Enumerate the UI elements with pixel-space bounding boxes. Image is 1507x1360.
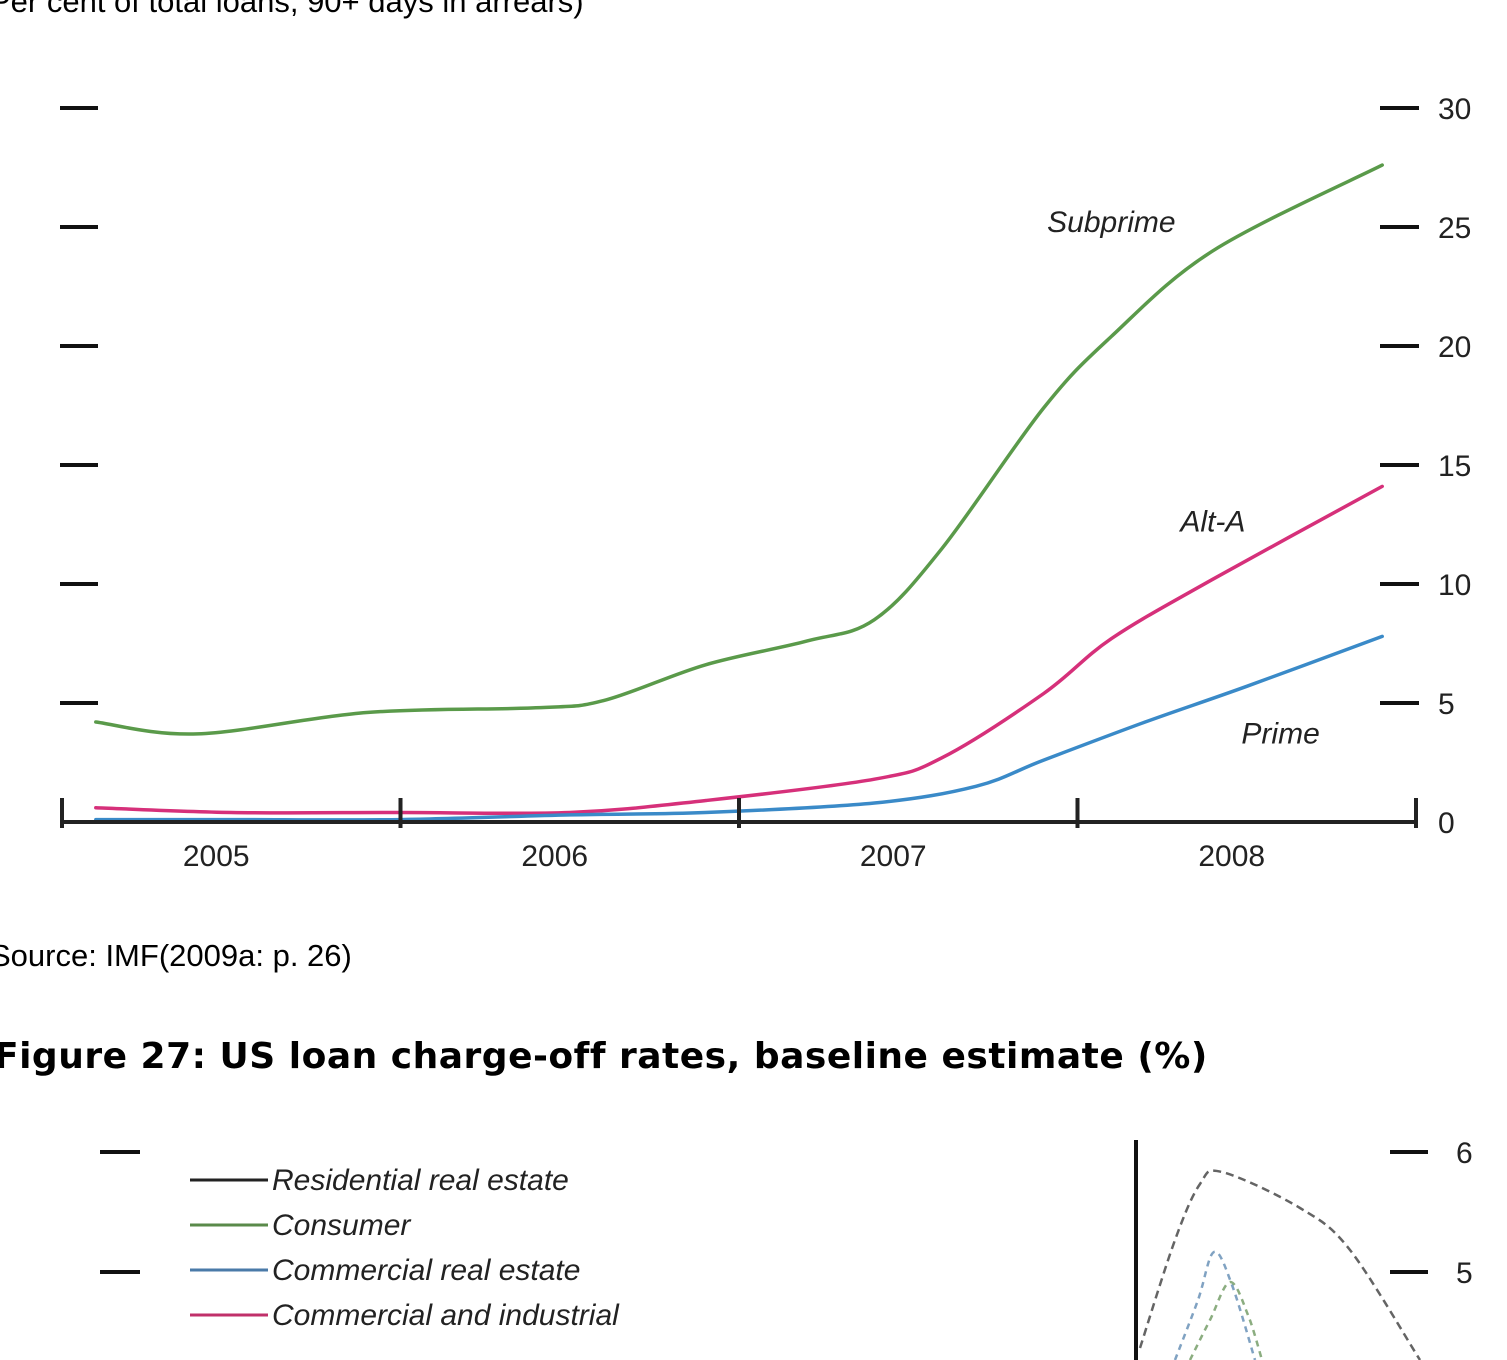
x-tick-label: 2008: [1198, 840, 1265, 873]
y-tick-label: 10: [1438, 569, 1471, 602]
x-tick-label: 2007: [860, 840, 927, 873]
series-lines: [1138, 1169, 1422, 1360]
series-label-subprime: Subprime: [1047, 206, 1175, 239]
legend-label: Residential real estate: [272, 1164, 569, 1197]
left-y-tick-marks: [60, 106, 98, 705]
right-y-ticks: 65: [1390, 1137, 1473, 1290]
series-lines: [94, 163, 1384, 822]
legend: Residential real estate Consumer Commercia…: [190, 1164, 620, 1332]
y-tick-label: 25: [1438, 212, 1471, 245]
x-axis: [60, 798, 1418, 828]
arrears-line-chart: 0 5 10 15 20 25 30 2005 2006 2007 2008 Subprime Al…: [60, 93, 1471, 873]
y-tick-label: 20: [1438, 331, 1471, 364]
y-tick-label: 5: [1456, 1257, 1473, 1290]
series-line-subprime: [94, 163, 1384, 736]
legend-label: Commercial real estate: [272, 1254, 580, 1287]
y-tick-label: 5: [1438, 688, 1455, 721]
chart-caption: Per cent of total loans, 90+ days in arr…: [0, 0, 584, 19]
figure-title: Figure 27: US loan charge-off rates, bas…: [0, 1036, 1208, 1077]
x-tick-label: 2006: [521, 840, 588, 873]
right-y-tick-marks: [1380, 106, 1419, 705]
series-line-alt-a: [94, 484, 1384, 816]
series-label-alt-a: Alt-A: [1178, 506, 1245, 539]
charge-off-chart-partial: Residential real estate Consumer Commercia…: [100, 1137, 1473, 1360]
series-curve: [1173, 1250, 1257, 1360]
series-label-prime: Prime: [1241, 717, 1319, 750]
y-tick-label: 0: [1438, 807, 1455, 840]
y-tick-label: 15: [1438, 450, 1471, 483]
y-tick-label: 30: [1438, 93, 1471, 126]
y-tick-labels: 0 5 10 15 20 25 30: [1438, 93, 1471, 840]
x-tick-labels: 2005 2006 2007 2008: [183, 840, 1265, 873]
x-tick-label: 2005: [183, 840, 250, 873]
y-tick-label: 6: [1456, 1137, 1473, 1170]
source-note: Source: IMF(2009a: p. 26): [0, 938, 352, 973]
left-y-tick-marks: [100, 1150, 140, 1274]
series-line-prime: [94, 634, 1384, 822]
series-curve: [1188, 1280, 1264, 1360]
series-curve: [1138, 1169, 1422, 1360]
legend-label: Commercial and industrial: [272, 1299, 620, 1332]
legend-label: Consumer: [272, 1209, 411, 1242]
series-annotations: Subprime Alt-A Prime: [1047, 206, 1320, 751]
